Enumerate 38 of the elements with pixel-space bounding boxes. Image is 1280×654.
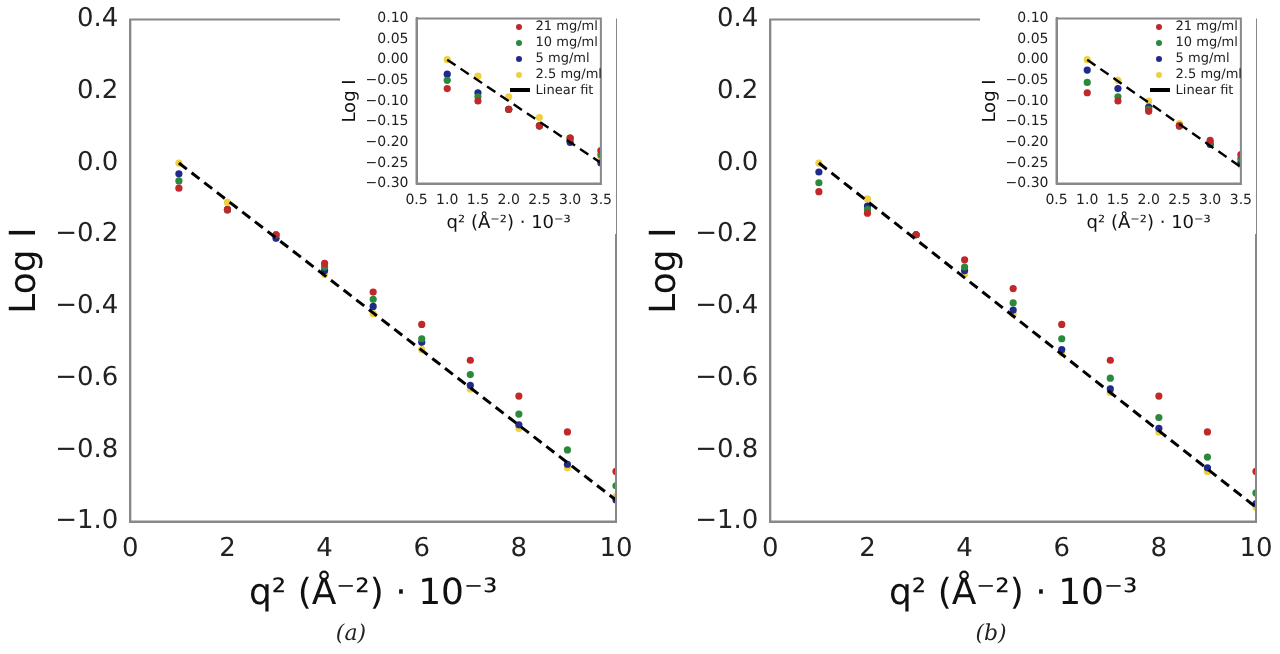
y-tick-label: −0.4 — [55, 291, 119, 322]
y-axis-title: Log I — [981, 79, 1002, 123]
x-tick-label: 0 — [122, 533, 139, 564]
y-tick-label: 0.0 — [716, 147, 759, 178]
x-tick-label: 2 — [219, 533, 236, 564]
y-tick-label: −1.0 — [695, 506, 759, 537]
y-tick-label: −1.0 — [55, 506, 119, 537]
y-tick-label: 0.2 — [76, 76, 119, 107]
x-axis-title: q² (Å⁻²) · 10⁻³ — [446, 209, 572, 234]
y-tick-label: −0.8 — [695, 434, 759, 465]
x-tick-label: 10 — [599, 533, 633, 564]
y-tick-label: 0.2 — [716, 76, 759, 107]
x-tick-label: 4 — [956, 533, 973, 564]
y-tick-label: 0.4 — [76, 4, 119, 35]
y-tick-label: 0.4 — [716, 4, 759, 35]
x-axis-title: q² (Å⁻²) · 10⁻³ — [248, 569, 498, 614]
y-tick-label: −0.6 — [55, 362, 119, 393]
text: (b) — [973, 620, 1009, 646]
y-tick-label: −0.8 — [55, 434, 119, 465]
x-tick-label: 0 — [762, 533, 779, 564]
x-tick-label: 6 — [413, 533, 431, 564]
y-tick-label: −0.2 — [695, 219, 759, 250]
x-axis-title: q² (Å⁻²) · 10⁻³ — [888, 569, 1138, 614]
x-tick-label: 8 — [1150, 533, 1168, 564]
text: (a) — [333, 620, 369, 646]
x-tick-label: 4 — [316, 533, 333, 564]
x-tick-label: 8 — [510, 533, 528, 564]
x-axis-title: q² (Å⁻²) · 10⁻³ — [1086, 209, 1212, 234]
y-tick-label: −0.2 — [55, 219, 119, 250]
y-tick-label: −0.4 — [695, 291, 759, 322]
x-tick-label: 6 — [1053, 533, 1071, 564]
y-axis-title: Log I — [341, 79, 362, 123]
x-tick-label: 2 — [859, 533, 876, 564]
y-tick-label: −0.6 — [695, 362, 759, 393]
x-tick-label: 10 — [1239, 533, 1273, 564]
y-axis-title: Log I — [642, 227, 685, 314]
y-axis-title: Log I — [2, 227, 45, 314]
y-tick-label: 0.0 — [76, 147, 119, 178]
